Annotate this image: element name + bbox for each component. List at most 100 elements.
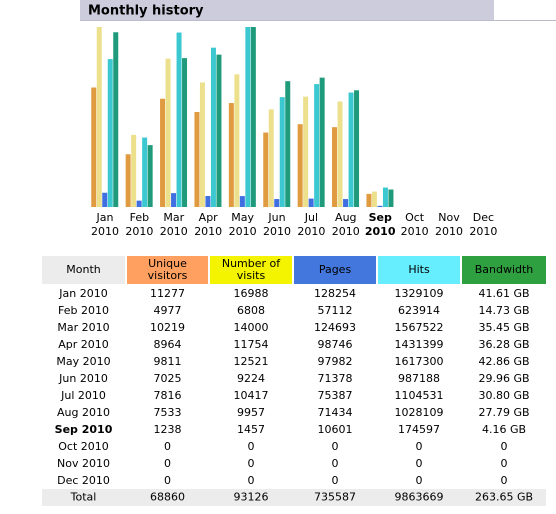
chart-month-label: Feb [130,211,149,224]
bar [147,145,153,207]
value-cell: 9863669 [395,491,444,504]
history-table: Month Unique visitors Number of visits Pages H… [42,256,546,506]
chart-year-label: 2010 [125,225,153,238]
total-row-bg [42,489,546,506]
chart-month-label: Sep [369,211,392,224]
value-cell: 1104531 [395,389,444,402]
value-cell: 71434 [318,406,353,419]
header-cell [378,256,460,284]
bar [176,32,182,207]
chart-month-label: Aug [335,211,356,224]
value-cell: 987188 [398,372,440,385]
value-cell: 10417 [234,389,269,402]
bar [131,134,137,207]
month-cell: Dec 2010 [57,474,110,487]
bar [332,127,338,207]
value-cell: 0 [332,457,339,470]
bar [268,109,274,207]
bar [343,199,349,207]
bar [136,200,142,207]
header-label: Unique visitors [148,257,188,282]
bar [228,103,234,207]
value-cell: 41.61 GB [478,287,529,300]
bar [142,137,148,207]
value-cell: 36.28 GB [478,338,529,351]
value-cell: 0 [416,440,423,453]
header-cell [462,256,546,284]
value-cell: 11754 [234,338,269,351]
header-label: Bandwidth [475,263,534,276]
value-cell: 7025 [154,372,182,385]
header-cell [127,256,208,284]
chart-month-label: May [231,211,254,224]
bar-chart: Jan2010Feb2010Mar2010Apr2010May2010Jun20… [91,27,497,238]
bar [382,187,388,207]
bar [91,87,97,207]
value-cell: 14.73 GB [478,304,529,317]
bar [102,192,108,207]
month-cell: Mar 2010 [57,321,109,334]
value-cell: 7533 [154,406,182,419]
header-label: Month [66,263,101,276]
bar [107,59,113,208]
value-cell: 1028109 [395,406,444,419]
value-cell: 128254 [314,287,356,300]
value-cell: 7816 [154,389,182,402]
bar [125,154,131,207]
value-cell: 0 [416,457,423,470]
value-cell: 10601 [318,423,353,436]
value-cell: 35.45 GB [478,321,529,334]
value-cell: 1329109 [395,287,444,300]
value-cell: 124693 [314,321,356,334]
value-cell: 42.86 GB [478,355,529,368]
value-cell: 0 [164,457,171,470]
chart-year-label: 2010 [160,225,188,238]
value-cell: 735587 [314,491,356,504]
chart-month-label: Jan [96,211,114,224]
section-title: Monthly history [88,4,204,19]
bar [279,97,285,207]
bar [308,198,314,207]
bar [194,112,200,207]
bar [113,32,119,207]
month-cell: Jul 2010 [60,389,106,402]
header-cell [210,256,292,284]
value-cell: 12521 [234,355,269,368]
value-cell: 1567522 [395,321,444,334]
bar [337,101,343,207]
bar [245,27,251,207]
bar [234,74,240,207]
bar [239,196,245,207]
value-cell: 57112 [318,304,353,317]
month-cell: Total [70,491,97,504]
value-cell: 1457 [237,423,265,436]
value-cell: 97982 [318,355,353,368]
value-cell: 0 [248,457,255,470]
value-cell: 9957 [237,406,265,419]
value-cell: 8964 [154,338,182,351]
value-cell: 263.65 GB [475,491,533,504]
value-cell: 0 [164,440,171,453]
value-cell: 4977 [154,304,182,317]
bar [165,58,171,207]
bar [199,82,205,207]
value-cell: 10219 [150,321,185,334]
chart-year-label: 2010 [91,225,119,238]
chart-year-label: 2010 [194,225,222,238]
value-cell: 27.79 GB [478,406,529,419]
month-cell: Nov 2010 [57,457,110,470]
month-cell: Sep 2010 [55,423,113,436]
value-cell: 4.16 GB [482,423,526,436]
value-cell: 1617300 [395,355,444,368]
value-cell: 6808 [237,304,265,317]
bar [210,47,216,207]
value-cell: 0 [332,440,339,453]
value-cell: 0 [248,474,255,487]
header-label: Pages [319,263,352,276]
chart-year-label: 2010 [229,225,257,238]
bar [348,92,354,207]
chart-month-label: Dec [473,211,494,224]
bar [371,191,377,207]
chart-year-label: 2010 [435,225,463,238]
